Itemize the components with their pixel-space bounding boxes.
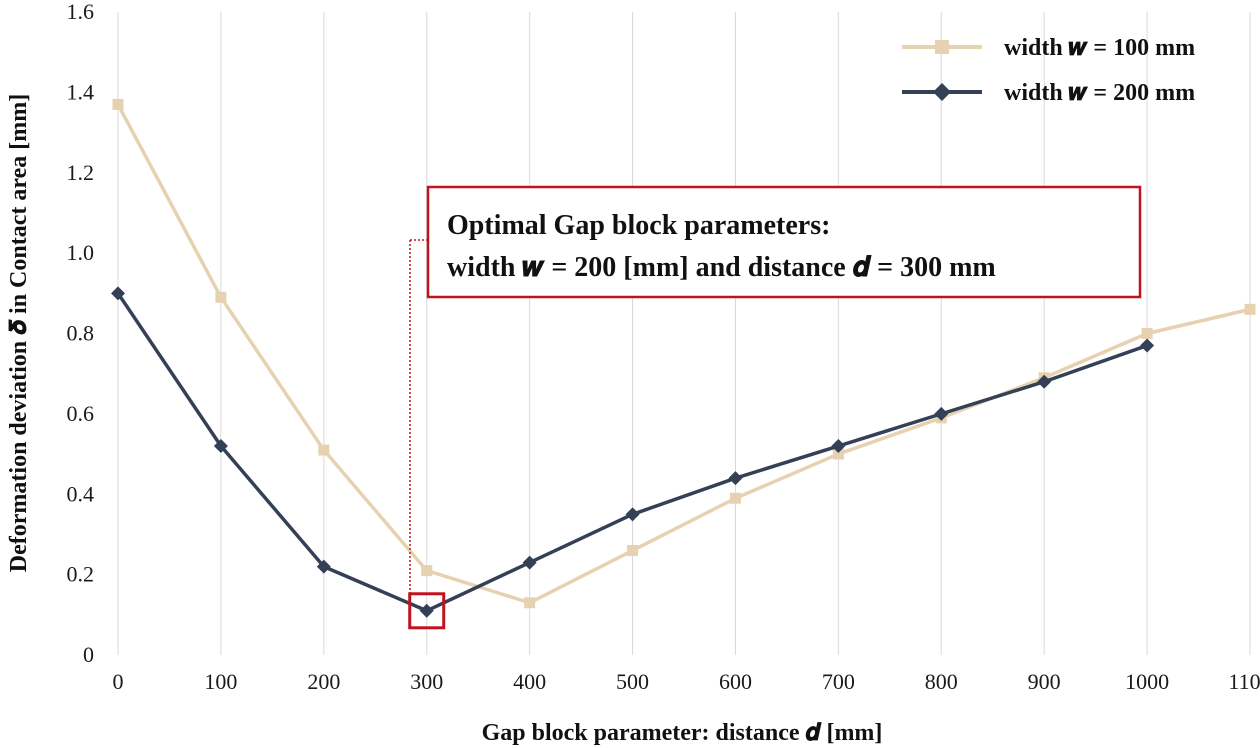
y-tick-label: 0.2 bbox=[67, 562, 95, 587]
legend-marker-w100 bbox=[935, 40, 949, 54]
data-point bbox=[625, 507, 640, 522]
data-point bbox=[1037, 374, 1052, 389]
series-0 bbox=[112, 98, 1256, 609]
legend: width 𝒘 = 100 mm width 𝒘 = 200 mm bbox=[902, 35, 1195, 106]
x-tick-label: 800 bbox=[925, 669, 958, 694]
annotation-highlight-box bbox=[408, 592, 446, 630]
data-point bbox=[627, 545, 639, 557]
legend-item-w100: width 𝒘 = 100 mm bbox=[902, 35, 1195, 61]
grid bbox=[117, 12, 1251, 655]
series bbox=[111, 98, 1256, 618]
y-tick-label: 0 bbox=[83, 642, 94, 667]
legend-item-w200: width 𝒘 = 200 mm bbox=[902, 80, 1195, 106]
series-1 bbox=[111, 286, 1155, 618]
data-point bbox=[934, 406, 949, 421]
data-point bbox=[419, 603, 434, 618]
series-line bbox=[116, 103, 1251, 605]
data-point bbox=[729, 492, 741, 504]
annotation-line-1: Optimal Gap block parameters: bbox=[447, 210, 830, 241]
annotation-line-2: width 𝒘 = 200 [mm] and distance 𝒅 = 300 … bbox=[447, 252, 996, 283]
y-tick-label: 1.6 bbox=[67, 0, 95, 24]
x-tick-label: 100 bbox=[204, 669, 237, 694]
data-point bbox=[215, 291, 227, 303]
x-tick-label: 700 bbox=[822, 669, 855, 694]
x-tick-label: 400 bbox=[513, 669, 546, 694]
data-point bbox=[522, 555, 537, 570]
x-axis-label: Gap block parameter: distance 𝒅 [mm] bbox=[482, 720, 883, 746]
data-point bbox=[831, 439, 846, 454]
y-axis-label: Deformation deviation 𝜹 in Contact area … bbox=[6, 94, 32, 572]
data-point bbox=[1140, 338, 1155, 353]
x-axis-ticks: 0 100 200 300 400 500 600 700 800 900 1000 1100 bbox=[113, 669, 1260, 694]
data-point bbox=[832, 448, 844, 460]
x-tick-label: 0 bbox=[113, 669, 124, 694]
data-point bbox=[112, 98, 124, 110]
data-point bbox=[728, 471, 743, 486]
y-tick-label: 1.2 bbox=[67, 160, 95, 185]
data-point bbox=[316, 559, 331, 574]
x-tick-label: 500 bbox=[616, 669, 649, 694]
y-tick-label: 0.8 bbox=[67, 321, 95, 346]
annotation: Optimal Gap block parameters: width 𝒘 = … bbox=[408, 185, 1142, 630]
x-tick-label: 1100 bbox=[1228, 669, 1260, 694]
x-tick-label: 600 bbox=[719, 669, 752, 694]
data-point bbox=[318, 444, 330, 456]
legend-marker-w200 bbox=[933, 83, 951, 101]
y-tick-label: 0.6 bbox=[67, 401, 95, 426]
x-tick-label: 900 bbox=[1028, 669, 1061, 694]
legend-label-w200: width 𝒘 = 200 mm bbox=[1004, 80, 1195, 106]
x-tick-label: 1000 bbox=[1125, 669, 1169, 694]
annotation-box bbox=[426, 185, 1142, 299]
legend-label-w100: width 𝒘 = 100 mm bbox=[1004, 35, 1195, 61]
data-point bbox=[111, 286, 125, 301]
y-tick-label: 1.0 bbox=[67, 240, 95, 265]
data-point bbox=[1244, 303, 1256, 315]
y-axis-ticks: 0 0.2 0.4 0.6 0.8 1.0 1.2 1.4 1.6 bbox=[67, 0, 95, 667]
data-point bbox=[524, 597, 536, 609]
data-point bbox=[421, 565, 433, 577]
data-point bbox=[213, 439, 228, 454]
x-tick-label: 200 bbox=[307, 669, 340, 694]
data-point bbox=[1141, 328, 1153, 339]
x-tick-label: 300 bbox=[410, 669, 443, 694]
y-tick-label: 1.4 bbox=[67, 79, 95, 104]
y-tick-label: 0.4 bbox=[67, 481, 95, 506]
